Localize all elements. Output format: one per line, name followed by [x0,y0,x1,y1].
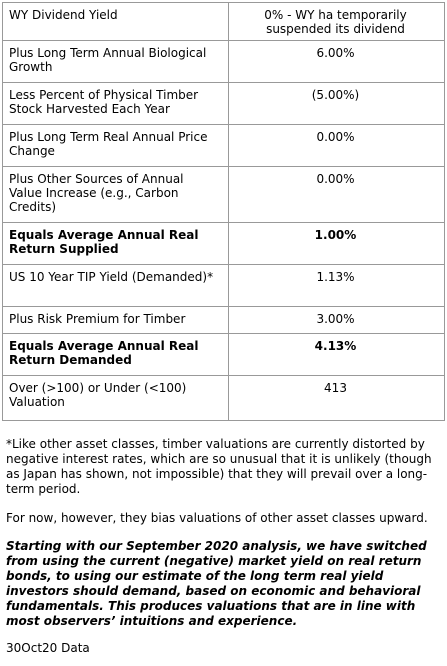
row: Plus Long Term Annual Biological Growth 6… [2,40,445,83]
value: 4.13% [228,333,445,376]
valuation-table: WY Dividend Yield 0% - WY ha temporarily … [2,2,445,421]
note: For now, however, they bias valuations o… [6,511,428,525]
value: 413 [228,375,445,421]
value: (5.00%) [228,82,445,125]
label: Plus Risk Premium for Timber [2,306,229,334]
value: 6.00% [228,40,445,83]
row: Plus Risk Premium for Timber 3.00% [2,306,445,334]
footnote: *Like other asset classes, timber valuat… [6,437,432,496]
label: Equals Average Annual Real Return Suppli… [2,222,229,265]
label: Over (>100) or Under (<100) Valuation [2,375,229,421]
label: Plus Long Term Annual Biological Growth [2,40,229,83]
row: Equals Average Annual Real Return Demand… [2,333,445,376]
value: 3.00% [228,306,445,334]
label: WY Dividend Yield [2,2,229,41]
value: 1.13% [228,264,445,307]
method-note: Starting with our September 2020 analysi… [6,539,427,628]
row: Less Percent of Physical Timber Stock Ha… [2,82,445,125]
label: Plus Other Sources of Annual Value Incre… [2,166,229,223]
value: 0.00% [228,166,445,223]
value: 1.00% [228,222,445,265]
label: US 10 Year TIP Yield (Demanded)* [2,264,229,307]
value: 0% - WY ha temporarily suspended its div… [228,2,445,41]
row: Equals Average Annual Real Return Suppli… [2,222,445,265]
row: Plus Long Term Real Annual Price Change 0… [2,124,445,167]
footer: 30Oct20 Data [6,641,90,655]
row: US 10 Year TIP Yield (Demanded)* 1.13% [2,264,445,307]
value: 0.00% [228,124,445,167]
row: Plus Other Sources of Annual Value Incre… [2,166,445,223]
row: Over (>100) or Under (<100) Valuation 413 [2,375,445,421]
label: Less Percent of Physical Timber Stock Ha… [2,82,229,125]
label: Plus Long Term Real Annual Price Change [2,124,229,167]
row: WY Dividend Yield 0% - WY ha temporarily … [2,2,445,41]
label: Equals Average Annual Real Return Demand… [2,333,229,376]
